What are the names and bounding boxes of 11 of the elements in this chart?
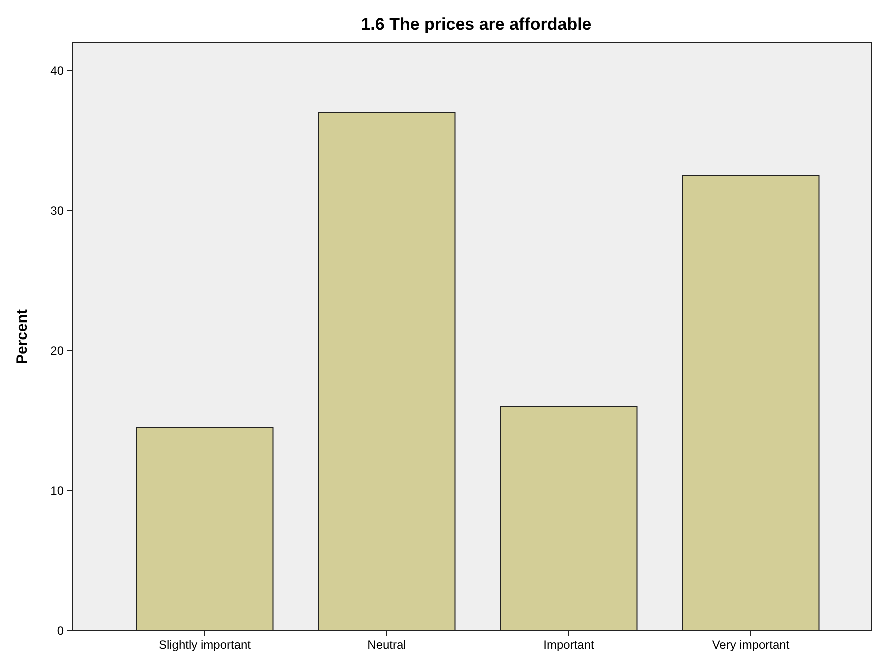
y-tick-label: 0	[57, 624, 64, 638]
x-tick-label: Very important	[712, 638, 790, 652]
chart-title: 1.6 The prices are affordable	[361, 15, 592, 34]
y-tick-label: 40	[50, 64, 64, 78]
y-tick-label: 10	[50, 484, 64, 498]
x-tick-label: Neutral	[368, 638, 406, 652]
x-tick-label: Important	[544, 638, 596, 652]
x-tick-label: Slightly important	[158, 638, 252, 652]
y-tick-label: 20	[50, 344, 64, 358]
y-axis-title: Percent	[14, 309, 31, 365]
y-tick-label: 30	[50, 204, 64, 218]
